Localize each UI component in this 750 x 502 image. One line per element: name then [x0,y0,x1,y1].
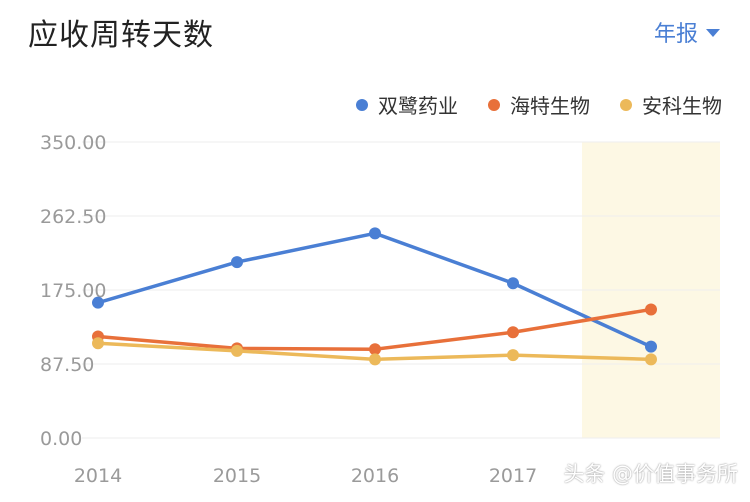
y-tick-label: 87.50 [40,354,94,376]
data-point-series-2 [645,353,657,366]
legend-item-series-2[interactable]: 安科生物 [620,90,722,119]
data-point-series-1 [369,343,381,356]
x-tick-label: 2016 [351,465,399,487]
legend-label: 安科生物 [642,94,722,118]
y-tick-label: 175.00 [40,280,106,302]
period-selector[interactable]: 年报 [654,16,720,48]
data-point-series-1 [507,326,519,339]
data-point-series-1 [645,303,657,316]
data-point-series-0 [645,340,657,353]
data-point-series-2 [507,349,519,362]
legend-dot-icon [488,98,500,111]
legend-item-series-0[interactable]: 双鹭药业 [356,90,458,119]
legend-label: 双鹭药业 [378,94,458,118]
legend-dot-icon [620,98,632,111]
data-point-series-0 [507,277,519,290]
data-point-series-2 [231,344,243,357]
legend-dot-icon [356,98,368,111]
legend-label: 海特生物 [510,94,590,118]
chart-title: 应收周转天数 [28,18,214,53]
x-tick-label: 2017 [489,465,537,487]
watermark: 头条 @价值事务所 [563,462,738,486]
x-tick-label: 2014 [74,465,122,487]
y-tick-label: 350.00 [40,132,106,154]
caret-down-icon [706,29,720,37]
data-point-series-0 [231,256,243,269]
data-point-series-0 [369,227,381,240]
legend: 双鹭药业 海特生物 安科生物 [356,90,722,119]
data-point-series-2 [369,353,381,366]
period-label: 年报 [653,22,698,47]
y-tick-label: 0.00 [40,428,82,450]
data-point-series-2 [92,337,104,350]
x-tick-label: 2015 [213,465,261,487]
legend-item-series-1[interactable]: 海特生物 [488,90,590,119]
data-point-series-0 [92,296,104,309]
y-tick-label: 262.50 [40,206,106,228]
